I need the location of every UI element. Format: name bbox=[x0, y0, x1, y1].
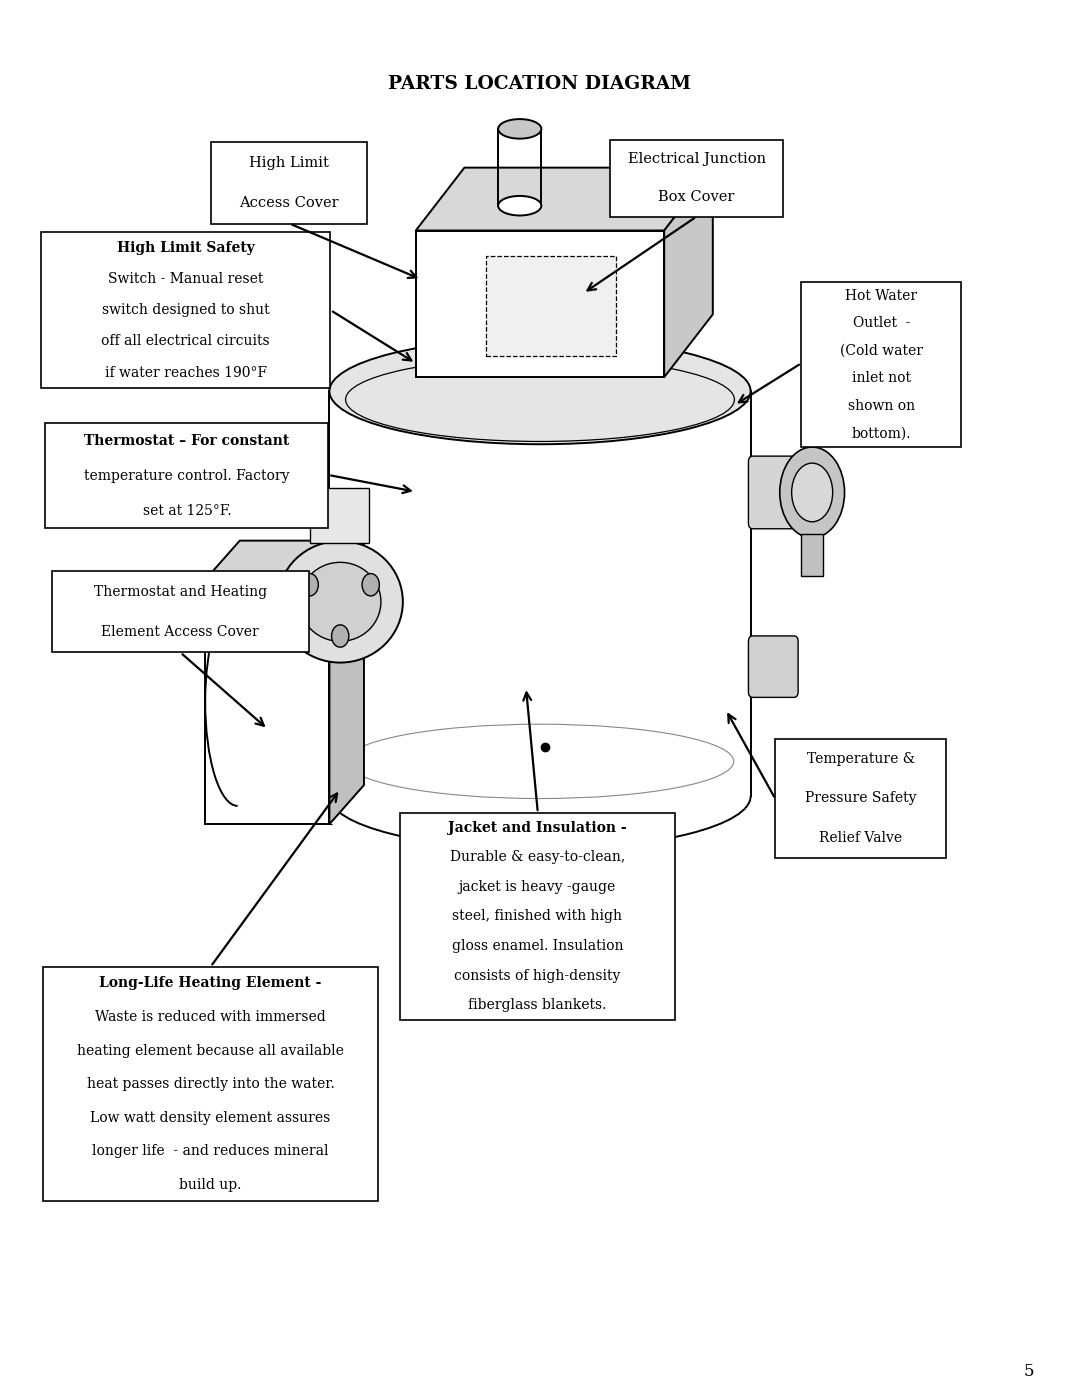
FancyBboxPatch shape bbox=[205, 580, 329, 824]
Ellipse shape bbox=[278, 541, 403, 662]
Polygon shape bbox=[416, 168, 713, 231]
Ellipse shape bbox=[792, 464, 833, 522]
FancyBboxPatch shape bbox=[41, 232, 330, 388]
Text: Thermostat and Heating: Thermostat and Heating bbox=[94, 584, 267, 599]
Circle shape bbox=[332, 624, 349, 647]
Text: off all electrical circuits: off all electrical circuits bbox=[102, 334, 270, 348]
Text: Temperature &: Temperature & bbox=[807, 752, 915, 766]
Text: Jacket and Insulation -: Jacket and Insulation - bbox=[448, 821, 626, 835]
FancyBboxPatch shape bbox=[801, 282, 961, 447]
Text: consists of high-density: consists of high-density bbox=[454, 968, 621, 982]
Text: gloss enamel. Insulation: gloss enamel. Insulation bbox=[451, 939, 623, 953]
FancyBboxPatch shape bbox=[748, 455, 800, 529]
Text: set at 125°F.: set at 125°F. bbox=[143, 503, 231, 518]
Text: Switch - Manual reset: Switch - Manual reset bbox=[108, 272, 264, 286]
Text: temperature control. Factory: temperature control. Factory bbox=[84, 468, 289, 483]
Text: fiberglass blankets.: fiberglass blankets. bbox=[468, 997, 607, 1011]
FancyBboxPatch shape bbox=[486, 256, 616, 356]
Ellipse shape bbox=[780, 447, 845, 538]
Text: (Cold water: (Cold water bbox=[840, 344, 922, 358]
Text: Low watt density element assures: Low watt density element assures bbox=[91, 1111, 330, 1125]
Ellipse shape bbox=[299, 563, 381, 641]
Text: build up.: build up. bbox=[179, 1178, 242, 1192]
FancyBboxPatch shape bbox=[310, 488, 369, 543]
Text: 5: 5 bbox=[1024, 1363, 1035, 1380]
Ellipse shape bbox=[329, 743, 751, 849]
Text: High Limit Safety: High Limit Safety bbox=[117, 240, 255, 254]
FancyBboxPatch shape bbox=[610, 140, 783, 217]
Text: inlet not: inlet not bbox=[852, 372, 910, 386]
Text: longer life  - and reduces mineral: longer life - and reduces mineral bbox=[93, 1144, 328, 1158]
Text: Relief Valve: Relief Valve bbox=[820, 831, 902, 845]
Text: switch designed to shut: switch designed to shut bbox=[102, 303, 270, 317]
FancyBboxPatch shape bbox=[45, 423, 328, 528]
Text: Electrical Junction: Electrical Junction bbox=[627, 152, 766, 166]
FancyBboxPatch shape bbox=[775, 739, 946, 858]
Text: bottom).: bottom). bbox=[851, 426, 912, 440]
Text: Durable & easy-to-clean,: Durable & easy-to-clean, bbox=[449, 851, 625, 865]
FancyBboxPatch shape bbox=[416, 231, 664, 377]
Ellipse shape bbox=[329, 338, 751, 444]
Text: Long-Life Heating Element -: Long-Life Heating Element - bbox=[99, 977, 322, 990]
FancyBboxPatch shape bbox=[43, 967, 378, 1201]
Text: Pressure Safety: Pressure Safety bbox=[805, 791, 917, 806]
Text: Element Access Cover: Element Access Cover bbox=[102, 624, 259, 640]
Text: High Limit: High Limit bbox=[249, 155, 328, 170]
FancyBboxPatch shape bbox=[52, 571, 309, 652]
FancyBboxPatch shape bbox=[748, 636, 798, 697]
FancyBboxPatch shape bbox=[400, 813, 675, 1020]
Text: Hot Water: Hot Water bbox=[846, 289, 917, 303]
Text: Waste is reduced with immersed: Waste is reduced with immersed bbox=[95, 1010, 326, 1024]
Circle shape bbox=[301, 574, 319, 597]
Circle shape bbox=[362, 574, 379, 597]
Polygon shape bbox=[205, 541, 364, 580]
Text: shown on: shown on bbox=[848, 398, 915, 414]
Text: PARTS LOCATION DIAGRAM: PARTS LOCATION DIAGRAM bbox=[389, 75, 691, 92]
Ellipse shape bbox=[498, 119, 541, 138]
Text: Thermostat – For constant: Thermostat – For constant bbox=[84, 433, 289, 448]
Text: Access Cover: Access Cover bbox=[239, 196, 339, 211]
Polygon shape bbox=[801, 535, 823, 577]
Polygon shape bbox=[664, 168, 713, 377]
FancyBboxPatch shape bbox=[211, 142, 367, 224]
FancyBboxPatch shape bbox=[329, 391, 751, 796]
Text: if water reaches 190°F: if water reaches 190°F bbox=[105, 366, 267, 380]
Text: jacket is heavy -gauge: jacket is heavy -gauge bbox=[459, 880, 616, 894]
Ellipse shape bbox=[498, 196, 541, 215]
Polygon shape bbox=[329, 541, 364, 824]
Text: Box Cover: Box Cover bbox=[659, 190, 734, 204]
Text: heat passes directly into the water.: heat passes directly into the water. bbox=[86, 1077, 335, 1091]
Text: Outlet  -: Outlet - bbox=[852, 316, 910, 331]
Text: steel, finished with high: steel, finished with high bbox=[453, 909, 622, 923]
Text: heating element because all available: heating element because all available bbox=[77, 1044, 345, 1058]
